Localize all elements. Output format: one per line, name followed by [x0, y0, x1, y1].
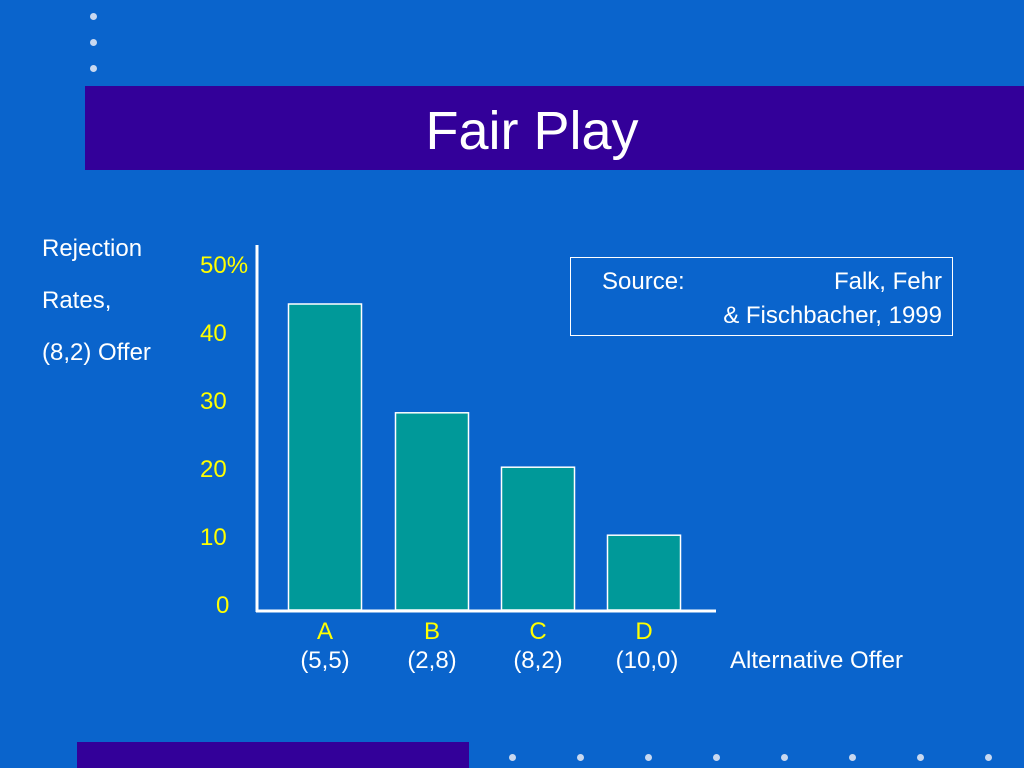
ylabel-line-1: Rejection	[42, 235, 143, 262]
ylabel-line-2: Rates,	[42, 287, 112, 314]
decor-dot	[90, 13, 97, 20]
y-tick-label: 0	[216, 592, 230, 619]
bar-B	[394, 412, 470, 611]
decor-dot	[577, 754, 584, 761]
bar-A	[287, 303, 363, 611]
x-tick-sublabel: (10,0)	[615, 647, 679, 674]
xlabel: Alternative Offer	[730, 647, 903, 674]
bar-C	[500, 466, 576, 611]
title-bar	[85, 86, 1024, 170]
x-tick-label: C	[529, 618, 547, 645]
y-tick-label: 40	[200, 320, 227, 347]
x-tick-label: D	[635, 618, 653, 645]
bottom-bar	[77, 742, 469, 768]
decor-dot	[917, 754, 924, 761]
decor-dot	[90, 65, 97, 72]
decor-dot	[509, 754, 516, 761]
bar-D	[606, 534, 682, 611]
source-box: Source: Falk, Fehr & Fischbacher, 1999	[570, 257, 953, 336]
y-tick-label: 50%	[200, 252, 249, 279]
decor-dot	[90, 39, 97, 46]
decor-dot	[781, 754, 788, 761]
decor-dot	[849, 754, 856, 761]
y-tick-label: 20	[200, 456, 227, 483]
x-tick-label: A	[316, 618, 333, 645]
y-tick-label: 10	[200, 524, 227, 551]
source-line-1: Falk, Fehr	[833, 268, 942, 295]
x-tick-sublabel: (2,8)	[407, 647, 457, 674]
x-tick-label: B	[423, 618, 440, 645]
source-label: Source:	[602, 268, 685, 295]
decor-dot	[985, 754, 992, 761]
source-line-2: & Fischbacher, 1999	[723, 302, 942, 329]
decor-dot	[645, 754, 652, 761]
slide-title: Fair Play	[425, 101, 639, 161]
y-tick-label: 30	[200, 388, 227, 415]
x-tick-sublabel: (5,5)	[300, 647, 350, 674]
ylabel-line-3: (8,2) Offer	[42, 339, 151, 366]
x-tick-sublabel: (8,2)	[513, 647, 563, 674]
decor-dot	[713, 754, 720, 761]
